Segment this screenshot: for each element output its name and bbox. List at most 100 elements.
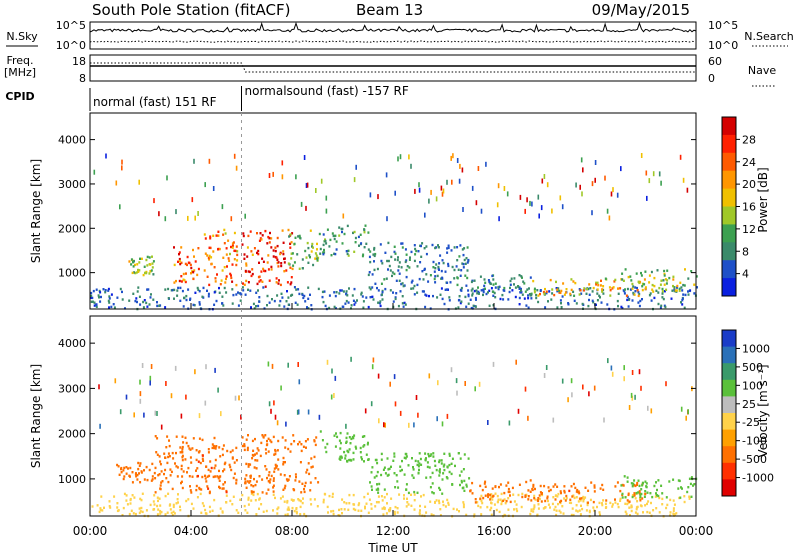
power-cell	[626, 295, 629, 299]
power-cell	[573, 294, 576, 297]
power-cell	[119, 204, 121, 210]
power-cell	[233, 153, 236, 159]
power-cell	[183, 296, 185, 300]
velocity-cell	[534, 498, 537, 501]
velocity-cell	[601, 503, 604, 507]
power-cell	[354, 236, 357, 240]
power-cell	[406, 265, 409, 268]
power-cell	[394, 252, 397, 255]
velocity-cell	[429, 500, 432, 503]
velocity-cell	[576, 510, 579, 513]
velocity-cell	[404, 457, 407, 460]
power-cell	[232, 293, 235, 297]
velocity-cell	[557, 502, 559, 506]
power-cell	[190, 272, 192, 275]
power-cell	[207, 295, 210, 298]
velocity-cell	[185, 499, 188, 503]
velocity-cell	[623, 475, 626, 478]
velocity-cell	[370, 485, 373, 488]
velocity-cell	[399, 410, 402, 416]
velocity-cell	[542, 507, 545, 510]
velocity-cell	[180, 467, 183, 471]
power-cell	[462, 266, 465, 269]
power-cell	[270, 268, 273, 271]
x-tick-label: 12:00	[376, 524, 411, 538]
velocity-cell	[338, 508, 340, 512]
power-cell	[555, 280, 557, 284]
power-cell	[137, 270, 140, 273]
velocity-cell	[150, 364, 153, 369]
power-cell	[442, 261, 445, 265]
power-cell	[179, 286, 182, 290]
velocity-cell	[677, 487, 680, 490]
power-cell	[287, 228, 290, 232]
power-cell	[449, 281, 452, 284]
time-axis: 00:00 04:00 08:00 12:00 16:00 20:00 00:00	[73, 303, 713, 538]
power-cell	[387, 241, 390, 245]
velocity-cell	[134, 473, 137, 476]
velocity-cell	[348, 493, 351, 497]
power-cell	[549, 278, 552, 282]
power-cell	[334, 294, 337, 298]
power-cell	[130, 263, 133, 266]
power-cell	[650, 270, 653, 274]
power-cell	[258, 280, 261, 283]
power-cell	[686, 187, 689, 193]
velocity-cell	[431, 482, 434, 485]
velocity-cell	[592, 506, 595, 509]
power-cell	[412, 287, 415, 290]
power-cell	[301, 267, 304, 270]
velocity-cell	[286, 479, 289, 482]
velocity-cell	[252, 449, 255, 452]
velocity-cell	[555, 513, 558, 517]
power-cell	[338, 226, 341, 229]
power-cell	[539, 289, 542, 292]
velocity-cell	[245, 474, 248, 477]
power-cell	[194, 260, 197, 263]
velocity-cell	[294, 479, 297, 482]
power-cell	[217, 230, 220, 233]
velocity-cell	[221, 510, 224, 513]
velocity-cell	[370, 401, 373, 407]
velocity-cell	[639, 499, 642, 502]
velocity-cell	[422, 493, 425, 497]
velocity-cell	[267, 474, 270, 477]
power-cell	[636, 286, 638, 290]
velocity-cell	[376, 461, 379, 465]
velocity-cell	[532, 485, 535, 488]
power-cell	[432, 294, 434, 298]
power-cell	[296, 303, 299, 306]
velocity-cell	[601, 483, 604, 487]
power-cell	[98, 289, 101, 293]
velocity-cell	[151, 462, 154, 466]
power-cell	[158, 211, 160, 217]
velocity-cell	[338, 439, 341, 442]
velocity-cell	[417, 460, 420, 463]
velocity-cell	[459, 457, 462, 460]
velocity-cell	[536, 513, 539, 516]
power-cell	[191, 197, 194, 203]
power-cell	[372, 298, 375, 301]
power-cell	[277, 282, 280, 285]
power-cell	[411, 279, 414, 282]
power-colorbar-swatch	[722, 117, 736, 136]
power-cell	[378, 302, 381, 305]
velocity-cell	[205, 364, 207, 370]
velocity-cell	[393, 510, 396, 514]
power-cell	[322, 233, 325, 236]
power-cell	[104, 291, 107, 294]
power-cell	[551, 292, 554, 295]
velocity-cell	[473, 513, 476, 516]
velocity-cell	[489, 493, 492, 497]
power-cell	[388, 264, 391, 268]
velocity-cell	[204, 508, 207, 512]
power-cell	[316, 242, 318, 246]
power-cell	[260, 270, 263, 273]
power-cell	[275, 277, 278, 280]
velocity-y-tick-label: 4000	[58, 337, 86, 350]
velocity-cell	[467, 457, 470, 460]
velocity-cell	[651, 495, 654, 499]
velocity-cell	[380, 458, 383, 461]
velocity-cell	[98, 384, 100, 390]
power-cell	[480, 289, 483, 292]
